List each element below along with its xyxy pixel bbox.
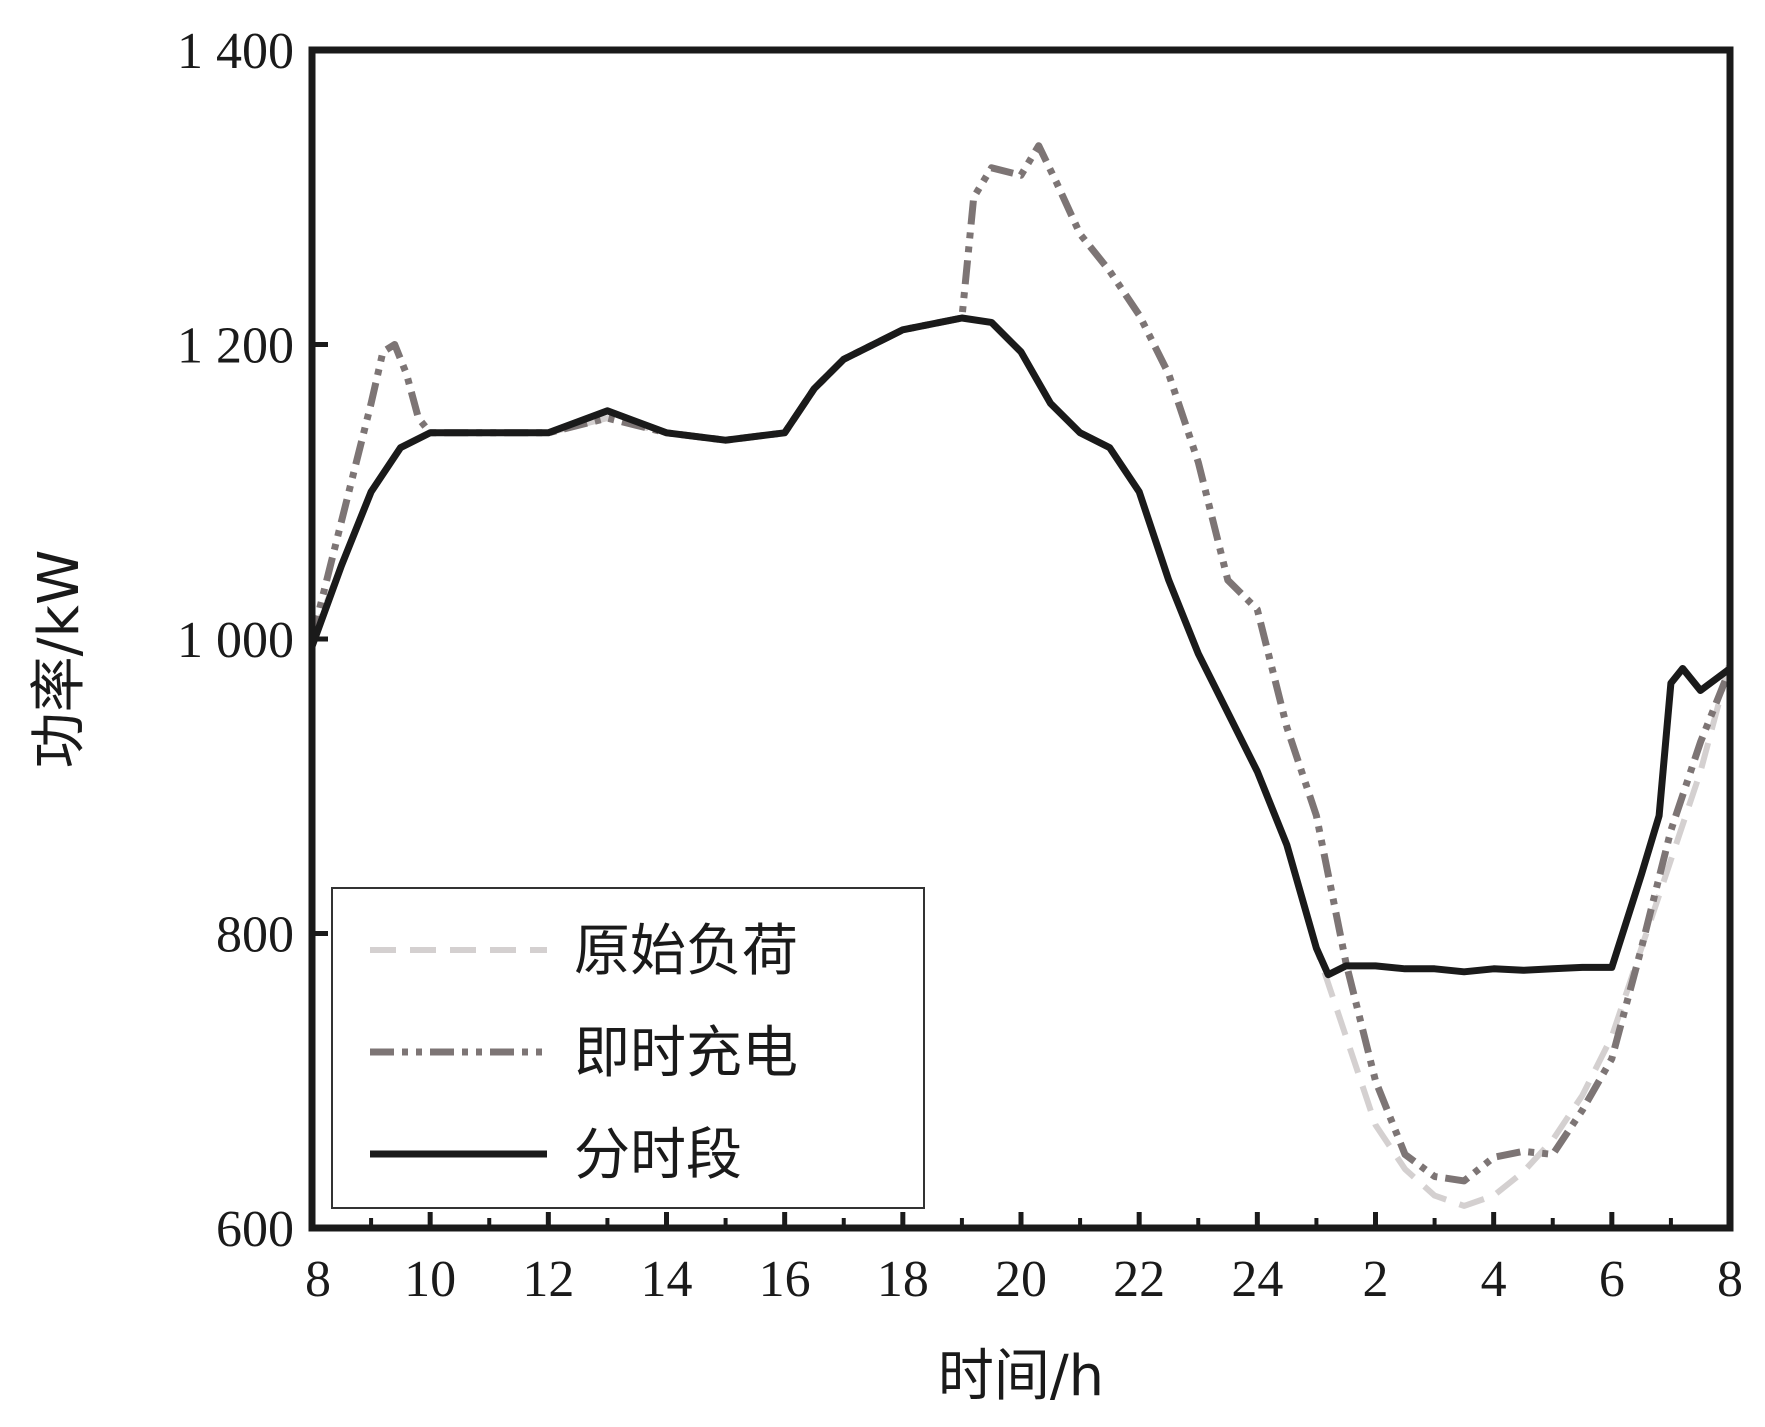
y-tick-label: 1 400	[177, 23, 294, 80]
x-tick-label: 22	[1113, 1251, 1165, 1308]
x-tick-label: 4	[1481, 1251, 1507, 1308]
x-tick-label: 10	[404, 1251, 456, 1308]
y-tick-label: 800	[216, 907, 294, 964]
legend-label: 分时段	[574, 1123, 742, 1188]
legend-label: 即时充电	[574, 1021, 798, 1086]
x-tick-label: 8	[1717, 1251, 1743, 1308]
y-tick-label: 600	[216, 1201, 294, 1258]
x-tick-label: 14	[641, 1251, 693, 1308]
x-tick-label: 2	[1363, 1251, 1389, 1308]
series-layer	[308, 142, 1734, 1209]
x-tick-label: 6	[1599, 1251, 1625, 1308]
x-tick-label: 16	[759, 1251, 811, 1308]
x-tick-label: 24	[1231, 1251, 1283, 1308]
y-axis-title: 功率/kW	[27, 550, 92, 769]
x-axis-title: 时间/h	[938, 1344, 1104, 1409]
x-tick-label: 12	[522, 1251, 574, 1308]
plot-frame	[308, 46, 1734, 1232]
y-tick-label: 1 000	[177, 612, 294, 669]
x-tick-label: 18	[877, 1251, 929, 1308]
series-line-3	[308, 314, 1733, 979]
y-tick-label: 1 200	[177, 318, 294, 375]
legend-label: 原始负荷	[574, 919, 798, 984]
x-tick-label: 20	[995, 1251, 1047, 1308]
x-tick-label: 8	[305, 1251, 331, 1308]
